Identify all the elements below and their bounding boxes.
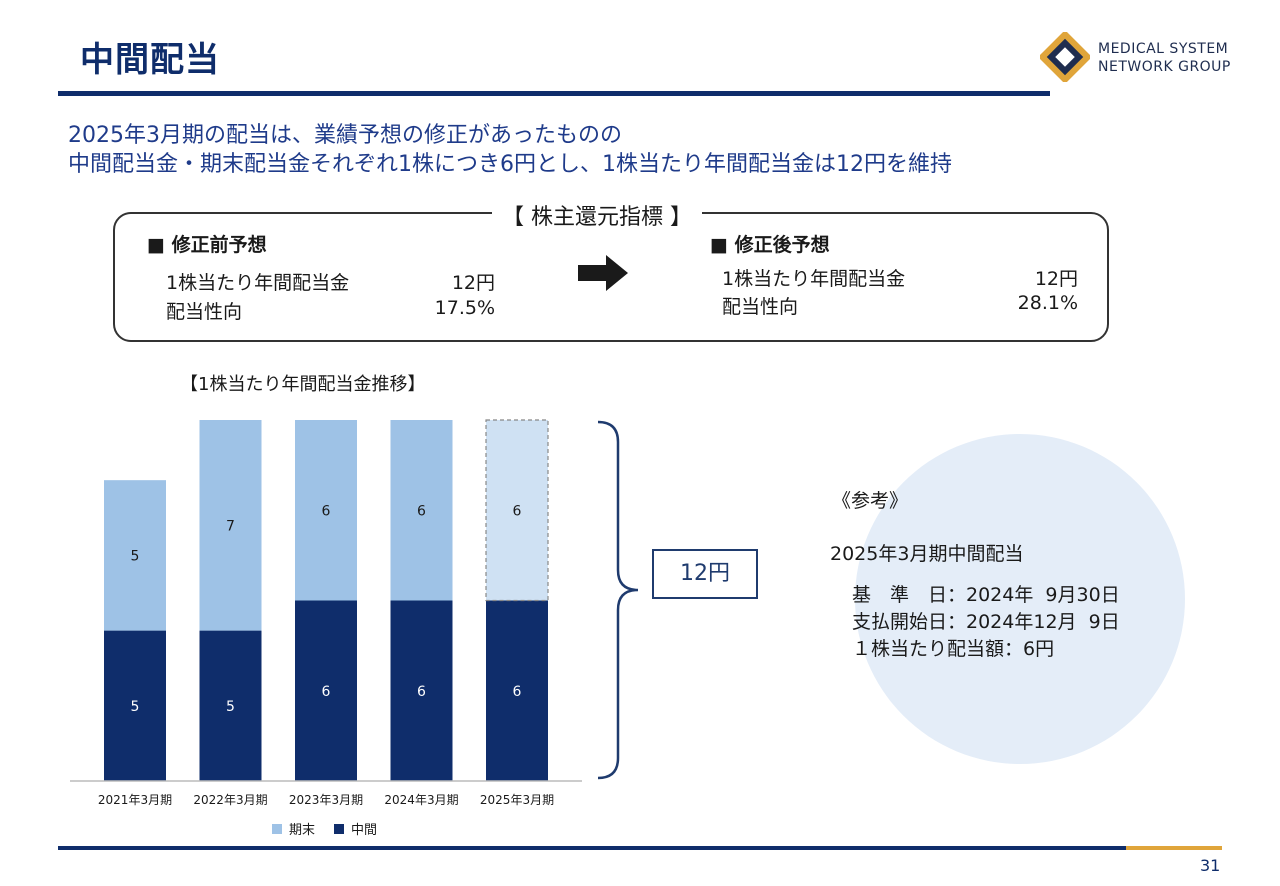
reference-heading: 2025年3月期中間配当 [830,543,1024,565]
bar-label-interim: 5 [131,699,140,715]
before-dividend-label: 1株当たり年間配当金 [166,272,350,294]
bar-label-interim: 5 [226,699,235,715]
x-tick-label: 2021年3月期 [98,793,172,807]
bar-year-end [199,420,262,631]
bar-label-year-end: 6 [417,503,426,519]
arrow-right-icon [578,255,628,291]
reference-payment-date: 支払開始日：2024年12月 9日 [852,611,1120,633]
legend-swatch [272,824,282,834]
bar-label-interim: 6 [322,684,331,700]
bar-interim [486,600,548,781]
bar-label-interim: 6 [417,684,426,700]
logo-line-1: MEDICAL SYSTEM [1098,41,1229,57]
subtitle-line-1: 2025年3月期の配当は、業績予想の修正があったものの [68,123,622,148]
company-logo-text: MEDICAL SYSTEM NETWORK GROUP [1098,40,1231,76]
reference-record-date: 基 準 日：2024年 9月30日 [852,584,1120,606]
brace-icon [596,420,646,780]
x-tick-label: 2022年3月期 [193,793,267,807]
dividend-chart: 5 5 2021年3月期 5 7 2022年3月期 6 6 2023年3月期 6 6 2024年3月期… [70,419,582,838]
before-dividend-value: 12円 [451,272,495,294]
bar-label-year-end: 6 [322,503,331,519]
bar-interim [104,630,166,781]
bar-label-year-end: 6 [513,503,522,519]
bar-year-end [485,419,549,602]
logo-line-2: NETWORK GROUP [1098,59,1231,75]
company-logo-icon [1038,30,1092,84]
after-payout-value: 28.1% [1017,292,1078,314]
total-dividend-box: 12円 [652,549,758,599]
bar-label-year-end: 5 [131,548,140,564]
header-divider [58,91,1050,96]
x-tick-label: 2024年3月期 [384,793,458,807]
after-dividend-label: 1株当たり年間配当金 [722,268,906,290]
bar-interim [199,630,262,781]
bar-interim [390,600,453,781]
after-payout-label: 配当性向 [722,296,799,318]
footer-accent [1126,846,1222,850]
before-heading: ■ 修正前予想 [147,234,267,256]
legend-label: 期末 [289,823,315,838]
bar-year-end [104,480,166,631]
bar-interim [295,600,357,781]
reference-amount: １株当たり配当額：6円 [852,638,1055,660]
bar-label-year-end: 7 [226,518,235,534]
x-tick-label: 2023年3月期 [289,793,363,807]
x-tick-label: 2025年3月期 [480,793,554,807]
legend-swatch [334,824,344,834]
before-payout-label: 配当性向 [166,301,243,323]
page-title: 中間配当 [80,40,220,80]
before-payout-value: 17.5% [434,297,495,319]
legend-label: 中間 [351,823,377,838]
bar-year-end [295,420,357,601]
bar-label-interim: 6 [513,684,522,700]
after-heading: ■ 修正後予想 [710,234,830,256]
bar-year-end [390,420,453,601]
subtitle-line-2: 中間配当金・期末配当金それぞれ1株につき6円とし、1株当たり年間配当金は12円を… [68,152,952,177]
reference-title: 《参考》 [832,490,909,512]
page-number: 31 [1200,856,1221,875]
indicator-title: 【 株主還元指標 】 [492,199,702,231]
reference-circle [855,434,1185,764]
chart-title: 【1株当たり年間配当金推移】 [180,374,426,395]
footer-divider [58,846,1126,850]
after-dividend-value: 12円 [1034,268,1078,290]
